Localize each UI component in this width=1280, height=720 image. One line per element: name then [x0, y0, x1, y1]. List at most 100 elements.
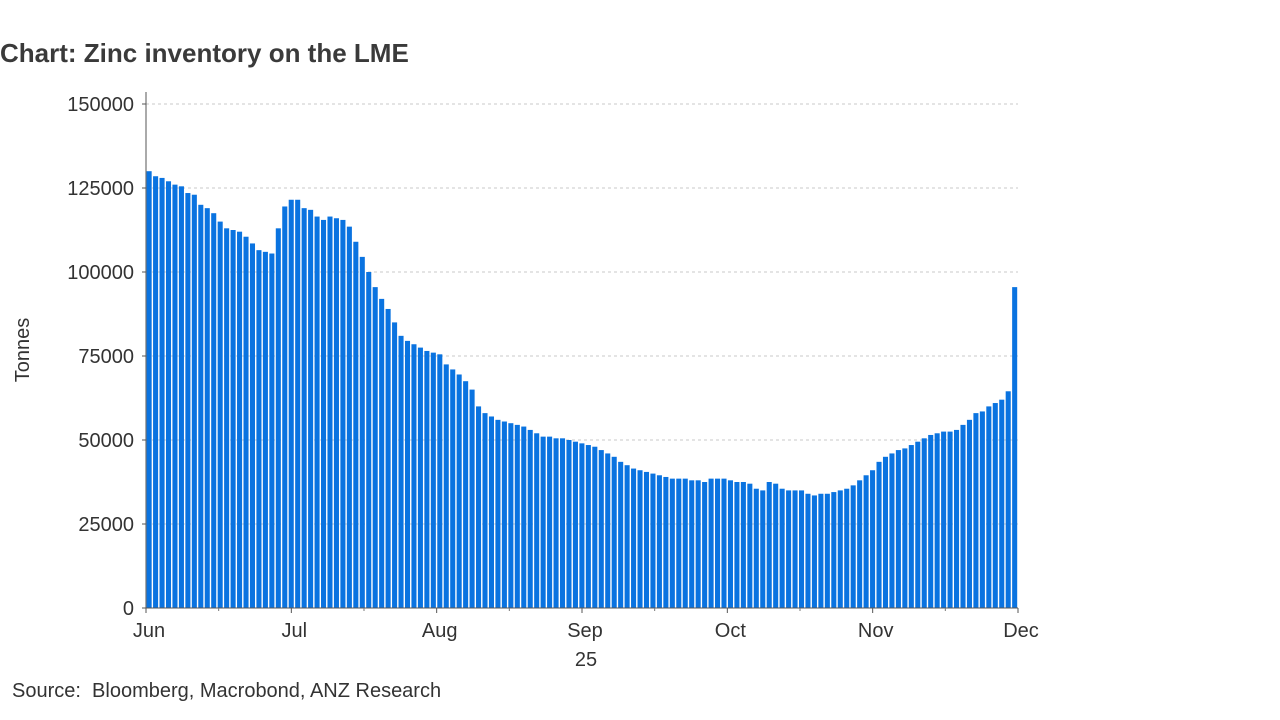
x-tick-label: Jun	[133, 620, 165, 642]
bar	[643, 471, 650, 608]
bar	[230, 230, 236, 608]
bar	[559, 438, 566, 608]
bar	[895, 450, 901, 608]
bar	[766, 482, 772, 608]
y-axis-title: Tonnes	[12, 318, 34, 383]
bar	[553, 438, 559, 608]
bar	[663, 476, 669, 608]
bar	[392, 322, 398, 608]
bar	[798, 490, 805, 608]
bar	[256, 250, 262, 608]
y-tick-label: 100000	[67, 262, 134, 284]
bar	[811, 495, 817, 608]
bar	[463, 381, 469, 608]
bar	[308, 209, 314, 608]
bar	[999, 399, 1005, 608]
bar	[934, 433, 940, 608]
bar	[947, 431, 953, 608]
bar	[476, 406, 482, 608]
bar	[863, 475, 869, 608]
bar	[889, 453, 895, 608]
bar	[786, 490, 792, 608]
bar	[269, 253, 275, 608]
bar	[217, 221, 223, 608]
bar	[908, 445, 914, 608]
bar	[501, 421, 507, 608]
bar	[340, 219, 346, 609]
bar	[385, 308, 391, 608]
bar	[702, 482, 708, 608]
bar	[198, 204, 204, 609]
bar	[417, 347, 423, 608]
bar	[605, 453, 611, 608]
bar	[682, 478, 688, 608]
bar	[618, 461, 624, 608]
x-tick-label: Sep	[567, 620, 603, 642]
bar	[398, 335, 404, 608]
bar	[243, 236, 249, 608]
y-tick-label: 150000	[67, 94, 134, 116]
x-tick-label: Oct	[715, 620, 747, 642]
bar	[921, 438, 927, 608]
bar	[450, 369, 456, 608]
bar	[779, 488, 785, 608]
bar	[676, 478, 682, 608]
bar	[514, 424, 520, 608]
bar	[224, 228, 230, 608]
y-tick-label: 50000	[78, 430, 134, 452]
bar	[740, 482, 746, 608]
bar	[424, 350, 430, 608]
bar	[547, 436, 553, 608]
bar	[973, 413, 979, 608]
bar	[656, 475, 662, 608]
bar	[941, 431, 947, 608]
bar	[288, 199, 294, 608]
bar	[178, 186, 184, 608]
bar	[708, 478, 714, 608]
bar	[469, 389, 475, 608]
bar	[760, 490, 766, 608]
bar	[359, 256, 365, 608]
x-tick-labels: Jun Jul Aug Sep Oct Nov Dec	[133, 608, 1039, 642]
bar	[153, 176, 159, 609]
bar	[146, 171, 152, 608]
bar	[818, 493, 824, 608]
bar	[579, 443, 585, 608]
bar	[211, 213, 217, 608]
x-tick-label: Aug	[422, 620, 458, 642]
bar	[631, 468, 637, 608]
y-tick-label: 125000	[67, 178, 134, 200]
bar	[191, 194, 197, 608]
source-note: Source: Bloomberg, Macrobond, ANZ Resear…	[12, 680, 442, 702]
bar	[689, 480, 695, 608]
bar	[928, 434, 934, 608]
y-tick-labels: 0 25000 50000 75000 100000 125000 150000	[67, 94, 146, 620]
bar	[488, 416, 494, 608]
bar	[844, 488, 850, 608]
bar	[508, 423, 514, 608]
bar	[637, 470, 643, 608]
bar	[598, 450, 604, 608]
bar	[695, 480, 701, 608]
bar	[721, 478, 727, 608]
bar	[650, 473, 656, 608]
y-tick-label: 0	[123, 598, 134, 620]
bar	[992, 403, 998, 608]
bar	[624, 465, 630, 608]
y-tick-label: 25000	[78, 514, 134, 536]
bar	[986, 406, 992, 608]
bar	[379, 298, 385, 608]
bar	[857, 480, 863, 608]
bar	[346, 226, 352, 608]
bar	[792, 490, 798, 608]
bar	[882, 456, 889, 608]
chart-title: Chart: Zinc inventory on the LME	[0, 38, 409, 68]
bar	[979, 411, 985, 608]
x-tick-label: Nov	[858, 620, 894, 642]
x-tick-label: Jul	[282, 620, 308, 642]
bars	[146, 171, 1018, 609]
bar	[172, 184, 178, 608]
bar	[327, 216, 333, 608]
bar	[734, 482, 740, 608]
